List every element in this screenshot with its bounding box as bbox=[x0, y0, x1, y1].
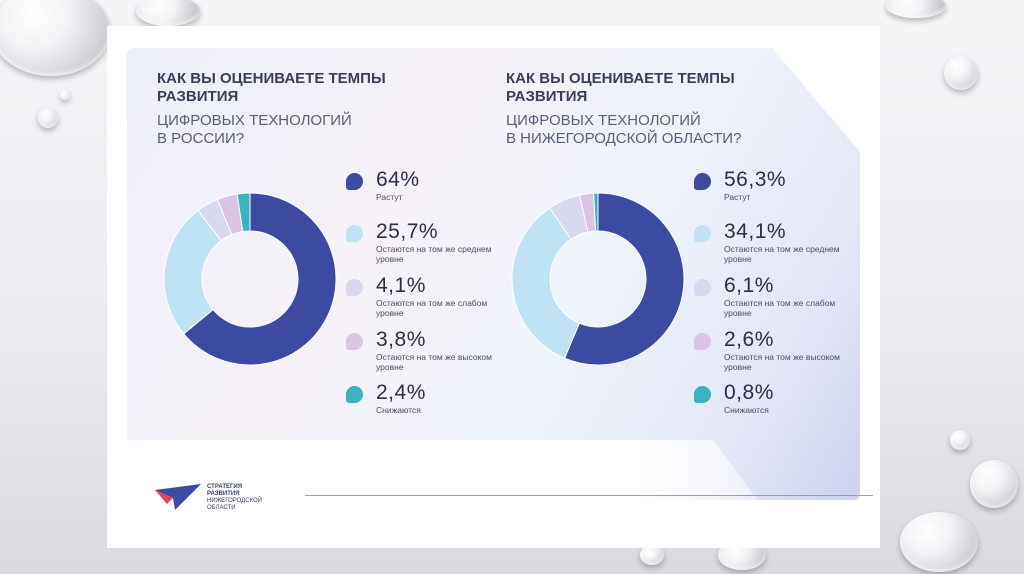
strategy-logo-icon bbox=[155, 484, 201, 510]
left-donut-chart bbox=[163, 192, 337, 366]
legend-value: 4,1% bbox=[376, 274, 426, 297]
legend-swatch bbox=[346, 333, 363, 350]
logo-line1: СТРАТЕГИЯ bbox=[207, 484, 243, 490]
legend-label: Остаются на том же высоком уровне bbox=[724, 352, 840, 372]
legend-label: Растут bbox=[724, 192, 751, 202]
right-question-title: КАК ВЫ ОЦЕНИВАЕТЕ ТЕМПЫ РАЗВИТИЯ bbox=[506, 70, 735, 106]
legend-value: 2,6% bbox=[724, 328, 774, 351]
left-title-line2: РАЗВИТИЯ bbox=[157, 88, 239, 105]
left-title-line1: КАК ВЫ ОЦЕНИВАЕТЕ ТЕМПЫ bbox=[157, 70, 386, 87]
legend-swatch bbox=[694, 225, 711, 242]
legend-label: Растут bbox=[376, 192, 403, 202]
left-question-title: КАК ВЫ ОЦЕНИВАЕТЕ ТЕМПЫ РАЗВИТИЯ bbox=[157, 70, 386, 106]
legend-value: 64% bbox=[376, 168, 420, 191]
right-sub-line1: ЦИФРОВЫХ ТЕХНОЛОГИЙ bbox=[506, 112, 701, 129]
legend-value: 6,1% bbox=[724, 274, 774, 297]
legend-swatch bbox=[694, 173, 711, 190]
water-drop-decoration bbox=[640, 545, 664, 565]
legend-swatch bbox=[346, 225, 363, 242]
footer-divider bbox=[305, 495, 873, 496]
water-drop-decoration bbox=[38, 108, 58, 128]
right-question-subtitle: ЦИФРОВЫХ ТЕХНОЛОГИЙ В НИЖЕГОРОДСКОЙ ОБЛА… bbox=[506, 112, 741, 148]
donut-slice-decline bbox=[593, 192, 599, 232]
legend-value: 0,8% bbox=[724, 381, 774, 404]
legend-value: 3,8% bbox=[376, 328, 426, 351]
right-donut-chart bbox=[511, 192, 685, 366]
legend-label: Остаются на том же среднем уровне bbox=[724, 244, 840, 264]
water-drop-decoration bbox=[970, 460, 1018, 508]
logo-line3: НИЖЕГОРОДСКОЙ bbox=[207, 498, 262, 504]
logo-line2: РАЗВИТИЯ bbox=[207, 491, 240, 497]
donut-slice-grows bbox=[563, 192, 685, 366]
legend-label: Остаются на том же слабом уровне bbox=[376, 298, 488, 318]
donut-slice-avg bbox=[511, 207, 580, 359]
legend-swatch bbox=[346, 279, 363, 296]
water-drop-decoration bbox=[886, 0, 946, 18]
water-drop-decoration bbox=[900, 512, 978, 572]
water-drop-decoration bbox=[60, 90, 70, 100]
water-drop-decoration bbox=[950, 430, 970, 450]
legend-value: 2,4% bbox=[376, 381, 426, 404]
right-title-line1: КАК ВЫ ОЦЕНИВАЕТЕ ТЕМПЫ bbox=[506, 70, 735, 87]
left-question-subtitle: ЦИФРОВЫХ ТЕХНОЛОГИЙ В РОССИИ? bbox=[157, 112, 352, 148]
logo-line4: ОБЛАСТИ bbox=[207, 505, 236, 511]
donut-slice-grows bbox=[183, 192, 337, 366]
water-drop-decoration bbox=[944, 56, 978, 90]
legend-label: Остаются на том же высоком уровне bbox=[376, 352, 492, 372]
logo-text: СТРАТЕГИЯ РАЗВИТИЯ НИЖЕГОРОДСКОЙ ОБЛАСТИ bbox=[207, 484, 262, 512]
legend-value: 56,3% bbox=[724, 168, 787, 191]
legend-swatch bbox=[694, 333, 711, 350]
legend-swatch bbox=[346, 386, 363, 403]
legend-label: Остаются на том же слабом уровне bbox=[724, 298, 836, 318]
legend-label: Снижаются bbox=[724, 405, 769, 415]
infographic-card bbox=[127, 48, 860, 500]
legend-swatch bbox=[694, 386, 711, 403]
water-drop-decoration bbox=[0, 0, 110, 76]
right-title-line2: РАЗВИТИЯ bbox=[506, 88, 588, 105]
donut-slice-decline bbox=[236, 192, 251, 233]
legend-value: 25,7% bbox=[376, 220, 439, 243]
water-drop-decoration bbox=[136, 0, 200, 26]
legend-swatch bbox=[694, 279, 711, 296]
footer-band bbox=[127, 440, 758, 500]
legend-swatch bbox=[346, 173, 363, 190]
left-sub-line1: ЦИФРОВЫХ ТЕХНОЛОГИЙ bbox=[157, 112, 352, 129]
legend-value: 34,1% bbox=[724, 220, 787, 243]
legend-label: Остаются на том же среднем уровне bbox=[376, 244, 492, 264]
right-sub-line2: В НИЖЕГОРОДСКОЙ ОБЛАСТИ? bbox=[506, 130, 742, 147]
legend-label: Снижаются bbox=[376, 405, 421, 415]
left-sub-line2: В РОССИИ? bbox=[157, 130, 245, 147]
